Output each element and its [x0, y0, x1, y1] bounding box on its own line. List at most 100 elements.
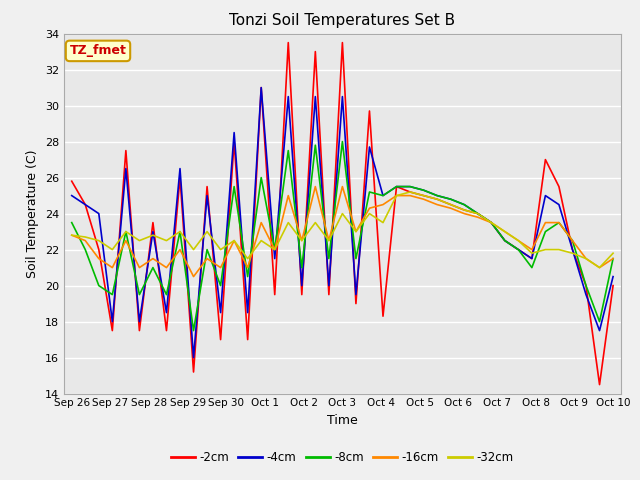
-2cm — [81, 202, 89, 207]
-16cm — [501, 229, 509, 235]
-8cm — [501, 238, 509, 243]
-32cm — [149, 232, 157, 238]
-2cm — [271, 292, 278, 298]
Text: TZ_fmet: TZ_fmet — [70, 44, 127, 58]
-4cm — [217, 310, 225, 315]
-32cm — [582, 256, 590, 262]
-4cm — [528, 256, 536, 262]
-2cm — [460, 207, 468, 213]
-2cm — [244, 337, 252, 343]
-16cm — [298, 238, 306, 243]
-2cm — [501, 238, 509, 243]
-4cm — [230, 130, 238, 135]
-16cm — [609, 256, 617, 262]
-4cm — [149, 229, 157, 235]
-8cm — [217, 283, 225, 288]
-8cm — [68, 220, 76, 226]
-8cm — [189, 328, 197, 334]
-32cm — [596, 265, 604, 271]
-8cm — [81, 247, 89, 252]
-4cm — [447, 196, 454, 202]
-32cm — [420, 193, 428, 199]
-4cm — [189, 355, 197, 360]
-8cm — [488, 220, 495, 226]
-4cm — [204, 193, 211, 199]
-2cm — [474, 211, 481, 216]
-32cm — [365, 211, 373, 216]
-4cm — [352, 292, 360, 298]
-32cm — [298, 238, 306, 243]
-16cm — [528, 247, 536, 252]
-4cm — [555, 202, 563, 207]
-4cm — [325, 283, 333, 288]
-32cm — [393, 193, 401, 199]
-2cm — [406, 189, 414, 195]
-4cm — [515, 247, 522, 252]
-2cm — [230, 139, 238, 144]
-4cm — [271, 256, 278, 262]
-2cm — [257, 85, 265, 91]
-16cm — [81, 238, 89, 243]
-16cm — [244, 265, 252, 271]
-16cm — [230, 238, 238, 243]
-4cm — [68, 193, 76, 199]
-4cm — [136, 319, 143, 324]
-4cm — [420, 187, 428, 193]
-16cm — [217, 265, 225, 271]
-16cm — [325, 238, 333, 243]
-4cm — [609, 274, 617, 279]
-2cm — [365, 108, 373, 114]
-4cm — [339, 94, 346, 99]
-32cm — [501, 229, 509, 235]
-2cm — [163, 328, 170, 334]
-16cm — [271, 247, 278, 252]
-4cm — [501, 238, 509, 243]
-4cm — [474, 211, 481, 216]
-32cm — [176, 229, 184, 235]
-8cm — [568, 238, 576, 243]
-2cm — [528, 256, 536, 262]
-32cm — [136, 238, 143, 243]
-2cm — [312, 49, 319, 55]
Title: Tonzi Soil Temperatures Set B: Tonzi Soil Temperatures Set B — [229, 13, 456, 28]
Line: -16cm: -16cm — [72, 187, 613, 276]
-8cm — [109, 292, 116, 298]
-16cm — [393, 193, 401, 199]
-2cm — [325, 292, 333, 298]
-2cm — [122, 148, 130, 154]
-4cm — [433, 193, 441, 199]
-8cm — [136, 292, 143, 298]
-8cm — [609, 256, 617, 262]
-4cm — [163, 310, 170, 315]
-32cm — [447, 202, 454, 207]
-32cm — [95, 238, 102, 243]
-8cm — [460, 202, 468, 207]
-4cm — [109, 319, 116, 324]
-2cm — [596, 382, 604, 387]
Line: -32cm: -32cm — [72, 192, 613, 268]
-2cm — [541, 156, 549, 162]
-16cm — [420, 196, 428, 202]
-16cm — [204, 256, 211, 262]
-4cm — [176, 166, 184, 171]
-16cm — [163, 265, 170, 271]
-16cm — [136, 265, 143, 271]
-2cm — [609, 283, 617, 288]
-32cm — [230, 238, 238, 243]
-16cm — [582, 256, 590, 262]
-32cm — [433, 196, 441, 202]
-16cm — [447, 205, 454, 211]
-4cm — [284, 94, 292, 99]
-32cm — [284, 220, 292, 226]
-32cm — [257, 238, 265, 243]
-8cm — [379, 193, 387, 199]
Legend: -2cm, -4cm, -8cm, -16cm, -32cm: -2cm, -4cm, -8cm, -16cm, -32cm — [166, 446, 518, 469]
-8cm — [163, 292, 170, 298]
-16cm — [488, 220, 495, 226]
-32cm — [555, 247, 563, 252]
-16cm — [109, 265, 116, 271]
-8cm — [433, 193, 441, 199]
-8cm — [474, 211, 481, 216]
-32cm — [379, 220, 387, 226]
-8cm — [284, 148, 292, 154]
